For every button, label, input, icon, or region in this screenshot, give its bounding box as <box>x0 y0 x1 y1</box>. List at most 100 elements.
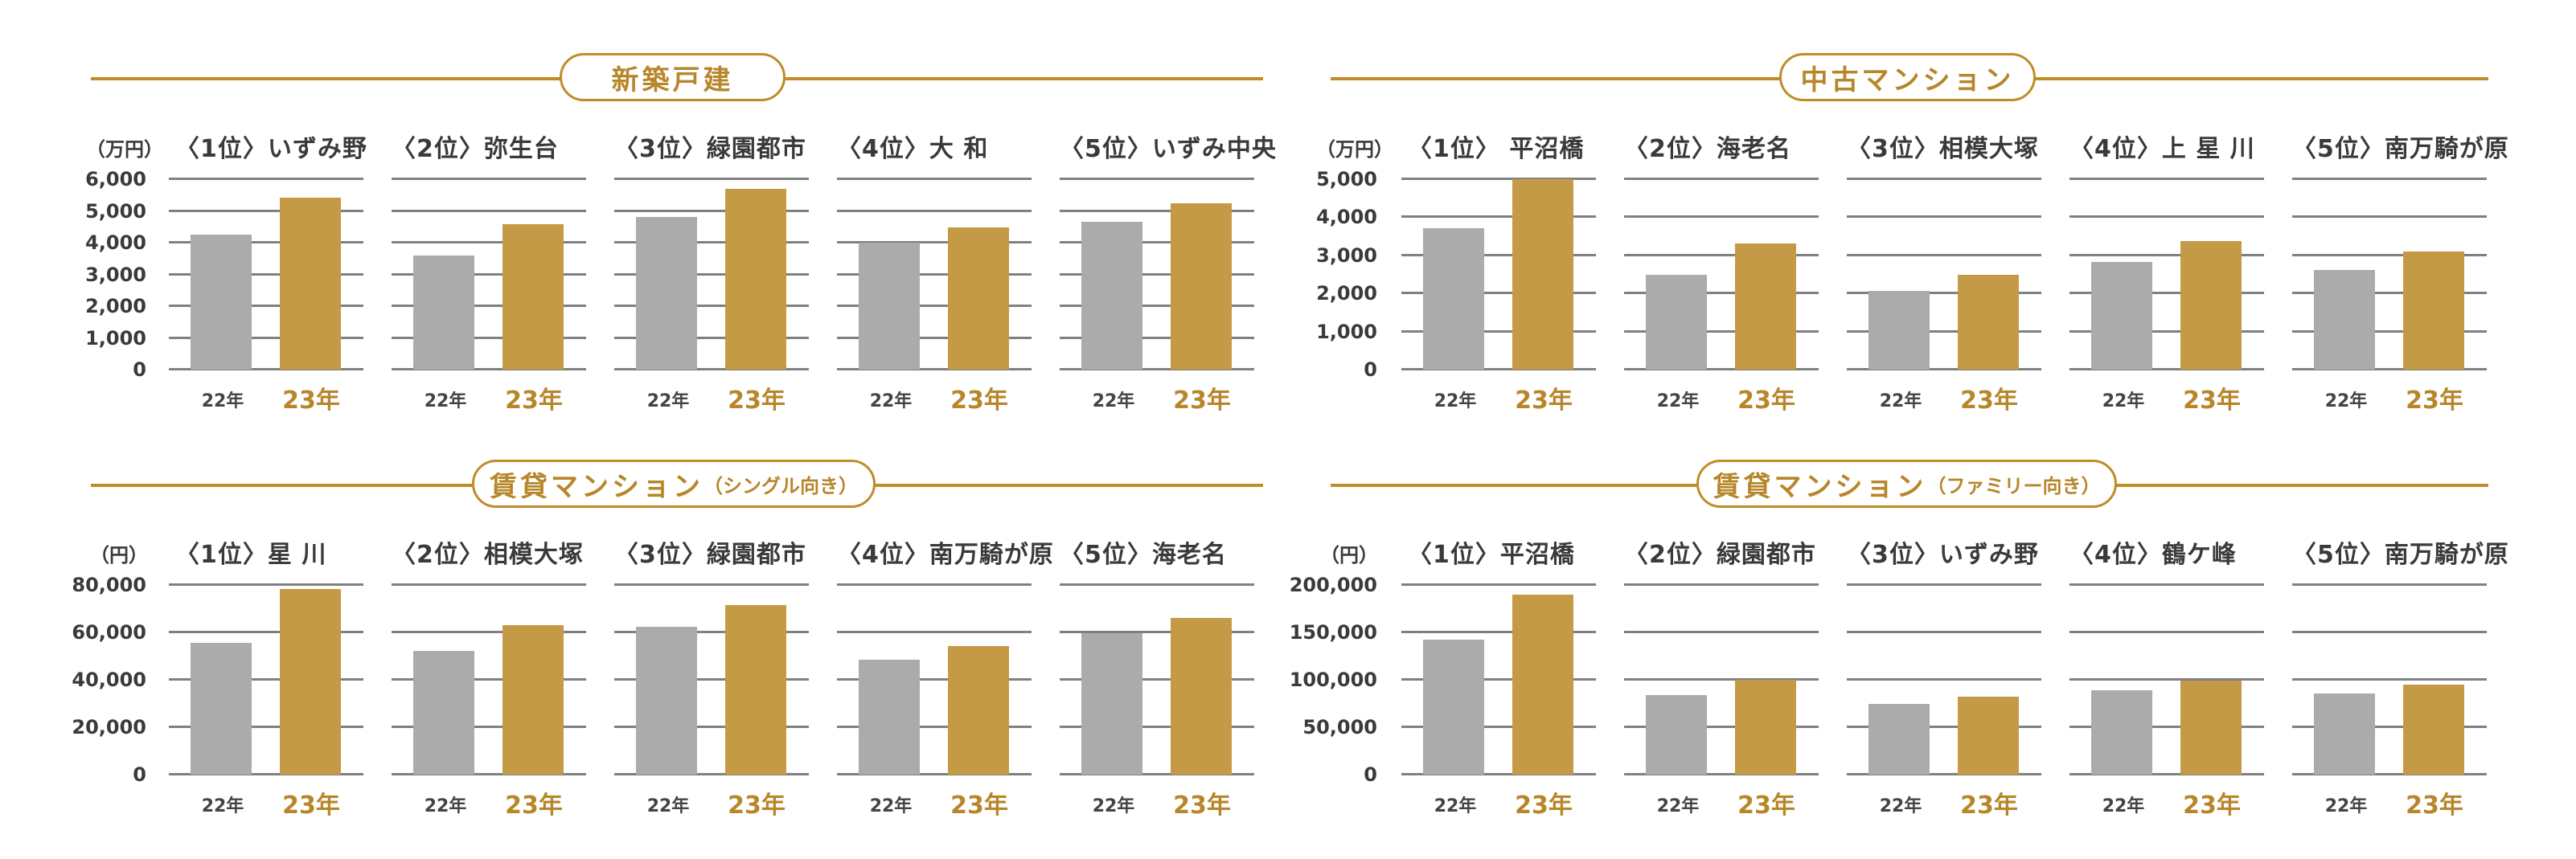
chart-panel: 〈1位〉いずみ野 22年 23年 <box>169 135 367 415</box>
gridline <box>614 678 809 681</box>
gridline <box>1401 329 1596 333</box>
bar-23 <box>1735 680 1796 775</box>
gridline <box>2069 215 2264 219</box>
gridline <box>2292 631 2487 633</box>
gridline <box>1060 631 1254 633</box>
bar-area <box>1624 584 1819 775</box>
y-axis-tick-label: 80,000 <box>72 574 146 596</box>
section-title-pill: 新築戸建 <box>560 53 786 101</box>
panel-title: 〈4位〉上 星 川 <box>2069 135 2255 163</box>
gridline <box>1624 215 1819 219</box>
x-label-23: 23年 <box>1960 387 2018 415</box>
x-label-22: 22年 <box>2324 796 2368 816</box>
gridline <box>1060 726 1254 728</box>
bar-22 <box>1868 290 1930 370</box>
x-label-23: 23年 <box>2183 387 2241 415</box>
gridline <box>1401 178 1596 180</box>
gridline <box>1624 773 1819 775</box>
y-axis-tick-label: 5,000 <box>85 199 146 223</box>
x-label-22: 22年 <box>1092 796 1135 816</box>
gridline <box>837 178 1032 180</box>
panel-title: 〈1位〉 平沼橋 <box>1408 135 1585 163</box>
chart-panel: 〈2位〉弥生台 22年 23年 <box>392 135 586 415</box>
gridline <box>1401 631 1596 633</box>
gridline <box>1060 678 1254 681</box>
bar-23 <box>948 646 1009 775</box>
bar-22 <box>859 243 920 370</box>
panel-title: 〈5位〉南万騎が原 <box>2292 541 2509 569</box>
bar-22 <box>413 650 474 775</box>
bar-22 <box>2091 261 2152 370</box>
x-label-23: 23年 <box>505 792 563 820</box>
gridline <box>1060 368 1254 370</box>
x-label-23: 23年 <box>282 792 340 820</box>
gridline <box>392 336 586 339</box>
gridline <box>392 678 586 681</box>
gridline <box>837 305 1032 307</box>
x-label-23: 23年 <box>2406 387 2463 415</box>
gridline <box>1624 678 1819 681</box>
gridline <box>392 241 586 243</box>
gridline <box>614 305 809 307</box>
bar-23 <box>280 197 341 370</box>
y-axis-unit: （円） <box>90 544 148 567</box>
bar-area <box>2069 584 2264 775</box>
gridline <box>2069 726 2264 728</box>
x-label-22: 22年 <box>1092 391 1135 411</box>
chart-panel: 〈2位〉相模大塚 22年 23年 <box>392 541 586 820</box>
x-label-23: 23年 <box>728 792 786 820</box>
x-label-22: 22年 <box>201 796 244 816</box>
gridline <box>614 583 809 586</box>
panel-title: 〈3位〉緑園都市 <box>614 135 806 163</box>
y-axis-tick-label: 0 <box>133 763 146 786</box>
bar-23 <box>2403 685 2464 775</box>
gridline <box>837 631 1032 633</box>
gridline <box>392 305 586 307</box>
chart-panel: 〈5位〉南万騎が原 22年 23年 <box>2292 135 2508 415</box>
gridline <box>614 272 809 276</box>
y-axis-tick-label: 40,000 <box>72 669 146 691</box>
bar-23 <box>1958 696 2019 775</box>
chart-panel: 〈4位〉鶴ケ峰 22年 23年 <box>2069 541 2264 820</box>
panel-title: 〈5位〉いずみ中央 <box>1060 135 1277 163</box>
chart-panel: 〈4位〉上 星 川 22年 23年 <box>2069 135 2264 415</box>
gridline <box>2069 178 2264 180</box>
x-label-22: 22年 <box>869 391 913 411</box>
bar-area <box>1401 584 1596 775</box>
gridline <box>2292 253 2487 256</box>
chart-panel: 〈5位〉いずみ中央 22年 23年 <box>1060 135 1276 415</box>
x-label-23: 23年 <box>1515 387 1573 415</box>
y-axis-tick-label: 6,000 <box>85 168 146 190</box>
x-label-22: 22年 <box>201 391 244 411</box>
section-title-pill: 中古マンション <box>1779 53 2036 101</box>
x-label-23: 23年 <box>505 387 563 415</box>
gridline <box>169 368 363 370</box>
bar-23 <box>2180 240 2242 370</box>
gridline <box>1847 368 2041 370</box>
gridline <box>1401 253 1596 256</box>
chart-panel: 〈3位〉いずみ野 22年 23年 <box>1847 541 2041 820</box>
gridline <box>2292 583 2487 586</box>
y-axis-unit: （円） <box>1320 544 1378 567</box>
bar-22 <box>413 255 474 370</box>
gridline <box>1401 678 1596 681</box>
section-subtitle: （ファミリー向き） <box>1926 474 2101 497</box>
gridline <box>2292 292 2487 295</box>
gridline <box>392 583 586 586</box>
bar-23 <box>280 588 341 775</box>
x-label-23: 23年 <box>1960 792 2018 820</box>
bar-23 <box>1512 179 1573 370</box>
gridline <box>169 305 363 307</box>
gridline <box>2292 368 2487 370</box>
gridline <box>1847 292 2041 295</box>
bar-area <box>1847 178 2041 370</box>
gridline <box>2069 368 2264 370</box>
panel-title: 〈2位〉相模大塚 <box>392 541 584 569</box>
x-label-23: 23年 <box>950 387 1008 415</box>
gridline <box>1847 773 2041 775</box>
x-label-22: 22年 <box>1656 796 1700 816</box>
gridline <box>392 773 586 775</box>
y-axis-tick-label: 0 <box>1364 763 1377 786</box>
gridline <box>169 631 363 633</box>
gridline <box>614 336 809 339</box>
